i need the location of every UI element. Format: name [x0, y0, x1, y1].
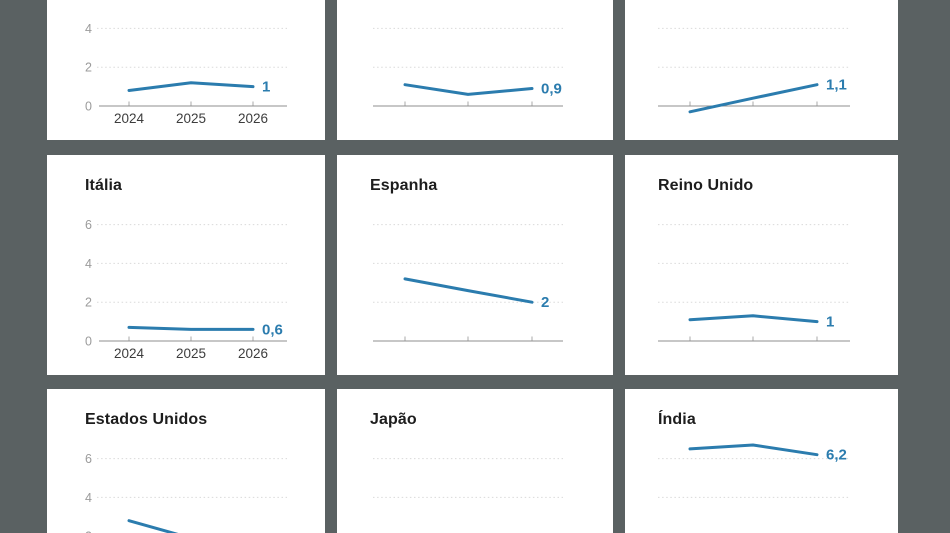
- panel-espanha: Espanha 2: [337, 155, 613, 375]
- line-chart: 1: [658, 224, 850, 342]
- panel-title: Espanha: [370, 177, 438, 194]
- panel-title: Japão: [370, 411, 417, 428]
- svg-text:2024: 2024: [114, 346, 145, 361]
- svg-text:4: 4: [85, 491, 92, 505]
- svg-text:1: 1: [262, 79, 270, 96]
- svg-text:2: 2: [541, 294, 549, 311]
- svg-text:2026: 2026: [238, 111, 268, 126]
- panel-top-right: 1,1: [625, 0, 898, 140]
- svg-text:6: 6: [85, 452, 92, 466]
- panel-title: Reino Unido: [658, 177, 754, 194]
- svg-text:4: 4: [85, 22, 92, 36]
- svg-text:0,6: 0,6: [262, 321, 283, 338]
- svg-text:0: 0: [85, 335, 92, 349]
- svg-text:1: 1: [826, 314, 834, 331]
- svg-text:2: 2: [85, 530, 92, 533]
- panel-top-left: 02462024202520261: [47, 0, 325, 140]
- panel-india: Índia 6,2: [625, 389, 898, 533]
- svg-text:1,1: 1,1: [826, 77, 847, 94]
- line-chart: 0,9: [373, 27, 563, 107]
- panel-japao: Japão: [337, 389, 613, 533]
- line-chart: [373, 458, 563, 498]
- svg-text:6: 6: [85, 218, 92, 232]
- panel-title: Itália: [85, 177, 123, 194]
- panel-title: Índia: [658, 411, 696, 428]
- svg-text:2025: 2025: [176, 111, 206, 126]
- line-chart: 02462024202520261: [85, 22, 287, 126]
- line-chart: 6,2: [658, 443, 850, 498]
- panel-italia: Itália 0 2 4 6 2024 2025 2026 0,6: [47, 155, 325, 375]
- svg-text:6,2: 6,2: [826, 447, 847, 464]
- panel-title: Estados Unidos: [85, 411, 208, 428]
- svg-text:4: 4: [85, 257, 92, 271]
- svg-text:2024: 2024: [114, 111, 145, 126]
- line-chart: 0 2 4 6 2024 2025 2026 0,6: [85, 218, 287, 361]
- svg-text:0: 0: [85, 100, 92, 114]
- panel-reino-unido: Reino Unido 1: [625, 155, 898, 375]
- svg-text:2: 2: [85, 296, 92, 310]
- line-chart: 1,1: [658, 27, 850, 114]
- svg-text:0,9: 0,9: [541, 81, 562, 98]
- svg-text:2026: 2026: [238, 346, 268, 361]
- svg-text:2: 2: [85, 61, 92, 75]
- panel-top-middle: 0,9: [337, 0, 613, 140]
- line-chart: 2: [373, 224, 563, 342]
- svg-text:2025: 2025: [176, 346, 206, 361]
